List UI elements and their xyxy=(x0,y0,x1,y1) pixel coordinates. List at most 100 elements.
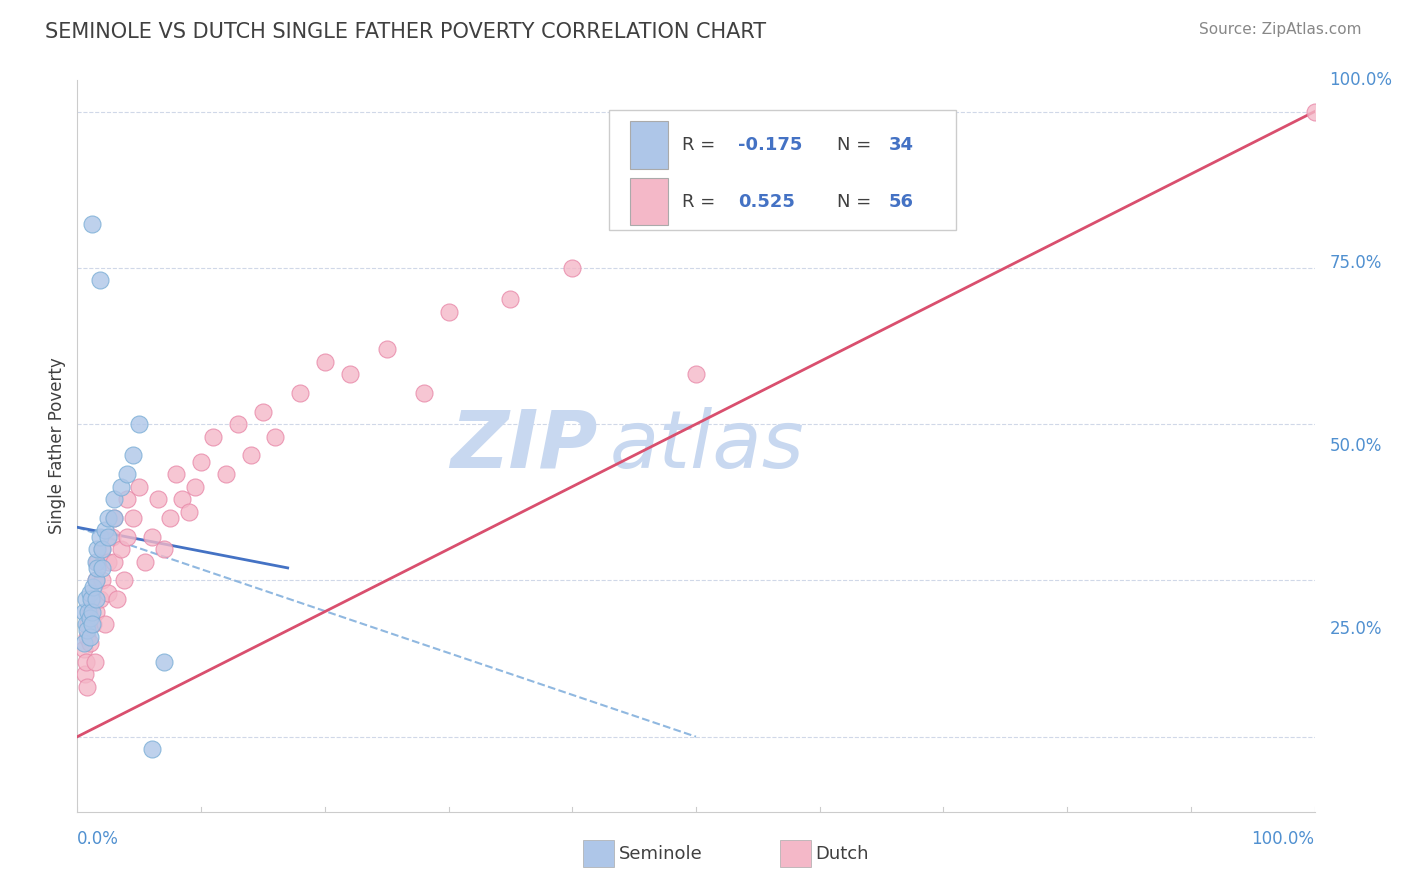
Point xyxy=(76,624,98,638)
Point xyxy=(499,292,522,306)
Text: atlas: atlas xyxy=(609,407,804,485)
Point xyxy=(82,617,104,632)
Point xyxy=(288,385,311,400)
Point xyxy=(105,592,128,607)
Point xyxy=(82,617,104,632)
Point xyxy=(86,561,108,575)
Point xyxy=(202,429,225,443)
FancyBboxPatch shape xyxy=(609,110,956,230)
Point xyxy=(215,467,238,482)
Point xyxy=(76,680,98,694)
Point xyxy=(82,217,104,231)
Point xyxy=(239,449,262,463)
Point xyxy=(89,530,111,544)
Point xyxy=(97,586,120,600)
Point xyxy=(375,342,398,356)
Text: 50.0%: 50.0% xyxy=(1330,437,1382,455)
Point xyxy=(76,630,98,644)
Point xyxy=(437,304,460,318)
Text: R =: R = xyxy=(682,136,721,154)
Point xyxy=(73,667,96,681)
Point xyxy=(412,385,434,400)
Text: 56: 56 xyxy=(889,193,914,211)
Text: Source: ZipAtlas.com: Source: ZipAtlas.com xyxy=(1198,22,1361,37)
Text: 100.0%: 100.0% xyxy=(1251,830,1315,848)
Point xyxy=(84,574,107,588)
Text: SEMINOLE VS DUTCH SINGLE FATHER POVERTY CORRELATION CHART: SEMINOLE VS DUTCH SINGLE FATHER POVERTY … xyxy=(45,22,766,42)
Point xyxy=(226,417,249,431)
Point xyxy=(89,592,111,607)
Point xyxy=(110,542,132,557)
Point xyxy=(79,611,101,625)
Text: Dutch: Dutch xyxy=(815,845,869,863)
Point xyxy=(89,273,111,287)
Y-axis label: Single Father Poverty: Single Father Poverty xyxy=(48,358,66,534)
Point xyxy=(146,492,169,507)
Point xyxy=(93,524,115,538)
Text: 75.0%: 75.0% xyxy=(1330,254,1382,272)
Point xyxy=(339,367,361,381)
Point xyxy=(86,542,108,557)
Text: -0.175: -0.175 xyxy=(738,136,803,154)
Point xyxy=(93,617,115,632)
Point xyxy=(97,530,120,544)
Point xyxy=(101,530,124,544)
Point xyxy=(141,742,163,756)
Text: 0.525: 0.525 xyxy=(738,193,794,211)
Point xyxy=(190,455,212,469)
Point xyxy=(91,542,114,557)
Point xyxy=(80,592,103,607)
Point xyxy=(264,429,287,443)
Point xyxy=(79,636,101,650)
Point xyxy=(122,449,145,463)
Point xyxy=(72,642,94,657)
Point xyxy=(75,617,97,632)
Point xyxy=(153,655,176,669)
Point xyxy=(79,586,101,600)
Point xyxy=(128,417,150,431)
Point xyxy=(75,655,97,669)
Text: N =: N = xyxy=(837,193,877,211)
Point xyxy=(103,511,125,525)
Text: N =: N = xyxy=(837,136,877,154)
Point xyxy=(103,492,125,507)
Point xyxy=(314,354,336,368)
Text: 0.0%: 0.0% xyxy=(77,830,120,848)
Point xyxy=(112,574,135,588)
Point xyxy=(128,480,150,494)
Point xyxy=(84,592,107,607)
Point xyxy=(79,630,101,644)
Point xyxy=(184,480,207,494)
Point xyxy=(91,574,114,588)
Point xyxy=(91,561,114,575)
Point xyxy=(84,555,107,569)
Point xyxy=(91,542,114,557)
Point xyxy=(153,542,176,557)
Point xyxy=(84,605,107,619)
Point xyxy=(82,592,104,607)
Point xyxy=(103,511,125,525)
Point xyxy=(86,555,108,569)
FancyBboxPatch shape xyxy=(630,178,668,226)
Point xyxy=(75,592,97,607)
Point xyxy=(97,511,120,525)
FancyBboxPatch shape xyxy=(630,121,668,169)
Point xyxy=(97,555,120,569)
Text: R =: R = xyxy=(682,193,721,211)
Point xyxy=(115,492,138,507)
Point xyxy=(141,530,163,544)
Point xyxy=(115,530,138,544)
Point xyxy=(159,511,181,525)
Point xyxy=(122,511,145,525)
Point xyxy=(72,636,94,650)
Text: ZIP: ZIP xyxy=(450,407,598,485)
Point xyxy=(77,605,100,619)
Point xyxy=(172,492,194,507)
Point xyxy=(84,574,107,588)
Text: 25.0%: 25.0% xyxy=(1330,620,1382,638)
Text: Seminole: Seminole xyxy=(619,845,703,863)
Point xyxy=(103,555,125,569)
Point xyxy=(561,260,583,275)
Point xyxy=(177,505,200,519)
Text: 100.0%: 100.0% xyxy=(1330,71,1392,89)
